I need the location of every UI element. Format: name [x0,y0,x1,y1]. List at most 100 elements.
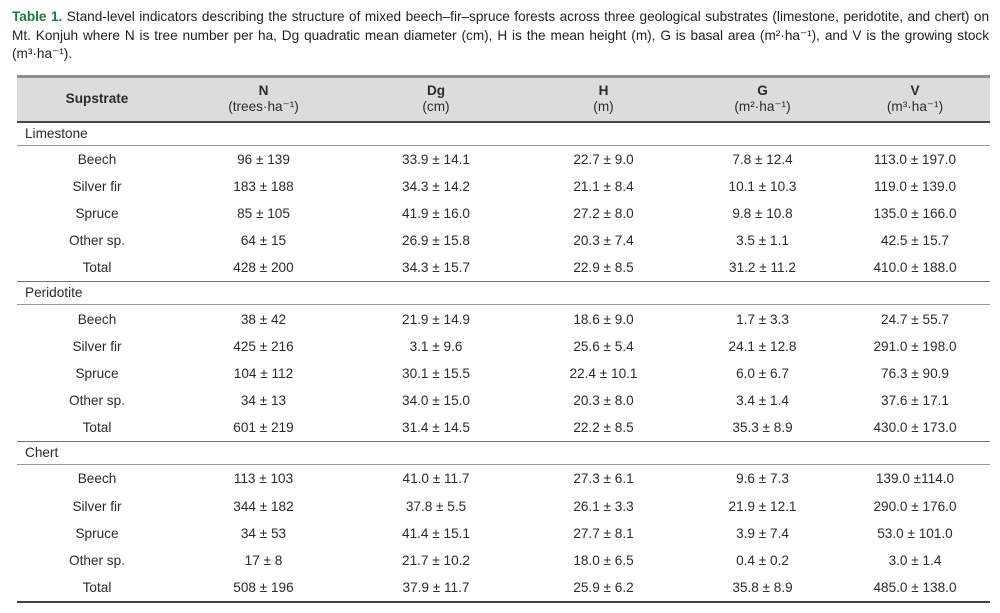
table-cell: 20.3 ± 8.0 [573,393,634,409]
table-cell: 38 ± 42 [240,311,287,327]
column-header-g-unit: (m²·ha⁻¹) [734,99,791,114]
table-cell: 104 ± 112 [233,365,294,381]
table-cell: 17 ± 8 [244,553,283,569]
table-cell: 37.9 ± 11.7 [402,580,470,596]
table-row: Silver fir 425 ± 216 3.1 ± 9.6 25.6 ± 5.… [17,333,990,360]
section-label-chert: Chert [17,442,990,466]
table-cell: 42.5 ± 15.7 [881,233,949,249]
table-cell: 430.0 ± 173.0 [873,420,957,436]
table-cell: 21.9 ± 12.1 [728,498,797,514]
table-cell: 1.7 ± 3.3 [736,311,789,327]
table-cell: 41.4 ± 15.1 [402,525,470,541]
table-cell: 27.7 ± 8.1 [573,525,634,541]
column-header-v-unit: (m³·ha⁻¹) [886,99,944,114]
stand-indicators-table: Supstrate N (trees·ha⁻¹) Dg (cm) H (m) G… [17,74,990,604]
table-cell: 24.1 ± 12.8 [728,338,797,354]
table-cell: 344 ± 182 [233,498,294,514]
column-header-dg-name: Dg [426,82,446,98]
table-cell: 41.0 ± 11.7 [402,471,470,487]
row-label: Other sp. [69,553,125,569]
column-header-g-name: G [757,82,768,98]
column-header-dg: Dg (cm) [350,79,522,120]
table-cell: 31.4 ± 14.5 [402,420,470,436]
table-row-total: Total 428 ± 200 34.3 ± 15.7 22.9 ± 8.5 3… [17,254,990,283]
table-cell: 64 ± 15 [240,233,287,249]
section-label-limestone: Limestone [17,123,990,146]
table-cell: 3.5 ± 1.1 [736,233,789,249]
table-cell: 27.2 ± 8.0 [573,205,634,221]
table-cell: 37.6 ± 17.1 [881,393,949,409]
table-cell: 76.3 ± 90.9 [881,365,949,381]
table-cell: 25.6 ± 5.4 [573,338,634,354]
table-caption: Table 1. Stand-level indicators describi… [12,8,989,64]
table-cell: 9.6 ± 7.3 [736,471,789,487]
section-label-peridotite: Peridotite [17,282,990,306]
table-cell: 0.4 ± 0.2 [736,553,789,569]
row-label: Silver fir [72,498,122,514]
table-cell: 10.1 ± 10.3 [728,178,797,194]
column-header-n-unit: (trees·ha⁻¹) [228,99,299,114]
table-cell: 113 ± 103 [233,471,294,487]
table-cell: 425 ± 216 [233,338,294,354]
table-cell: 53.0 ± 101.0 [877,525,953,541]
row-label: Silver fir [72,178,122,194]
table-cell: 34 ± 13 [240,393,287,409]
table-cell: 34 ± 53 [240,525,287,541]
row-label: Beech [77,151,117,167]
table-cell: 135.0 ± 166.0 [873,205,957,221]
table-cell: 21.1 ± 8.4 [573,178,634,194]
column-header-dg-unit: (cm) [422,99,450,114]
column-header-v: V (m³·ha⁻¹) [840,79,990,120]
table-row: Beech 113 ± 103 41.0 ± 11.7 27.3 ± 6.1 9… [17,465,990,492]
table-cell: 291.0 ± 198.0 [873,338,957,354]
table-row: Silver fir 183 ± 188 34.3 ± 14.2 21.1 ± … [17,173,990,200]
row-label: Other sp. [69,393,125,409]
table-cell: 601 ± 219 [233,420,294,436]
table-cell: 25.9 ± 6.2 [573,580,634,596]
table-row: Spruce 34 ± 53 41.4 ± 15.1 27.7 ± 8.1 3.… [17,520,990,547]
column-header-h-unit: (m) [593,99,614,114]
table-cell: 34.0 ± 15.0 [402,393,470,409]
row-label: Total [82,580,112,596]
table-header-row: Supstrate N (trees·ha⁻¹) Dg (cm) H (m) G… [17,77,990,123]
table-cell: 113.0 ± 197.0 [873,151,957,167]
column-header-supstrate: Supstrate [65,90,129,106]
table-cell: 22.4 ± 10.1 [569,365,638,381]
table-cell: 24.7 ± 55.7 [881,311,949,327]
table-cell: 3.9 ± 7.4 [736,525,789,541]
column-header-h-name: H [598,82,609,98]
table-cell: 34.3 ± 14.2 [402,178,470,194]
column-header-g: G (m²·ha⁻¹) [685,79,840,120]
table-cell: 22.2 ± 8.5 [573,420,634,436]
table-cell: 96 ± 139 [237,151,290,167]
table-row: Other sp. 34 ± 13 34.0 ± 15.0 20.3 ± 8.0… [17,387,990,414]
table-cell: 21.9 ± 14.9 [402,311,470,327]
table-cell: 31.2 ± 11.2 [729,260,796,276]
table-cell: 26.9 ± 15.8 [402,233,470,249]
column-header-n: N (trees·ha⁻¹) [177,79,350,120]
table-cell: 18.0 ± 6.5 [573,553,634,569]
table-cell: 428 ± 200 [233,260,294,276]
table-cell: 35.8 ± 8.9 [732,580,793,596]
table-cell: 22.7 ± 9.0 [573,151,634,167]
row-label: Total [82,420,112,436]
table-cell: 37.8 ± 5.5 [405,498,467,514]
section-chert: Chert Beech 113 ± 103 41.0 ± 11.7 27.3 ±… [17,442,990,601]
table-cell: 3.1 ± 9.6 [409,338,463,354]
table-cell: 3.0 ± 1.4 [888,553,942,569]
table-cell: 485.0 ± 138.0 [873,580,957,596]
table-row: Other sp. 64 ± 15 26.9 ± 15.8 20.3 ± 7.4… [17,227,990,254]
table-cell: 183 ± 188 [233,178,294,194]
row-label: Total [82,260,112,276]
table-cell: 139.0 ±114.0 [875,471,955,487]
table-row-total: Total 601 ± 219 31.4 ± 14.5 22.2 ± 8.5 3… [17,414,990,443]
table-row: Spruce 104 ± 112 30.1 ± 15.5 22.4 ± 10.1… [17,360,990,387]
column-header-n-name: N [258,82,269,98]
row-label: Beech [77,471,117,487]
table-cell: 27.3 ± 6.1 [573,471,634,487]
column-header-v-name: V [910,82,920,98]
table-cell: 41.9 ± 16.0 [402,205,470,221]
table-cell: 119.0 ± 139.0 [873,178,957,194]
table-cell: 508 ± 196 [233,580,294,596]
